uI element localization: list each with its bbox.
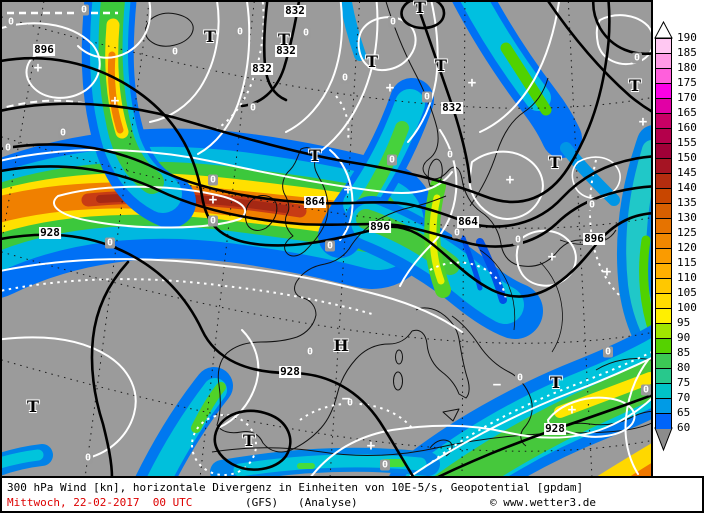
colorbar-tick-label: 90 — [677, 331, 691, 344]
colorbar-cell — [656, 324, 671, 339]
caption-datetime: Mittwoch, 22-02-2017 00 UTC — [7, 496, 193, 509]
colorbar-tick-label: 150 — [677, 151, 697, 164]
colorbar-tick-label: 65 — [677, 406, 691, 419]
colorbar-cell — [656, 384, 671, 399]
colorbar-cell — [656, 219, 671, 234]
colorbar-cell — [656, 39, 671, 54]
colorbar-cell — [656, 399, 671, 414]
colorbar-cell — [656, 354, 671, 369]
colorbar-tick-label: 140 — [677, 181, 697, 194]
colorbar-cell — [656, 234, 671, 249]
colorbar-tick-label: 145 — [677, 166, 697, 179]
colorbar-cell — [656, 99, 671, 114]
colorbar-tick-label: 120 — [677, 241, 697, 254]
colorbar-cell — [656, 294, 671, 309]
colorbar-cell — [656, 54, 671, 69]
colorbar-cell — [656, 159, 671, 174]
colorbar-arrow-bottom — [654, 427, 673, 452]
colorbar-tick-label: 190 — [677, 31, 697, 44]
colorbar-cell — [656, 144, 671, 159]
colorbar-cell — [656, 279, 671, 294]
colorbar-cell — [656, 114, 671, 129]
colorbar-cell — [656, 249, 671, 264]
graticule-layer — [0, 0, 653, 478]
colorbar-tick-label: 95 — [677, 316, 691, 329]
colorbar-tick-label: 70 — [677, 391, 691, 404]
colorbar-tick-label: 80 — [677, 361, 691, 374]
caption-line2: Mittwoch, 22-02-2017 00 UTC (GFS) (Analy… — [2, 496, 702, 510]
colorbar-tick-label: 165 — [677, 106, 697, 119]
weather-map: 0 0 0 0 0 0 0 0 0 0 0 0 0 0 0 0 0 0 0 0 0 0 0 0 0 0 0 0 + + + + + + + + + + + +… — [0, 0, 653, 478]
colorbar-tick-label: 85 — [677, 346, 691, 359]
caption-title: 300 hPa Wind [kn], horizontale Divergenz… — [7, 481, 584, 494]
colorbar-panel: 190 185 180 175 170 165 160 155 150 145 140 135 130 1… — [653, 0, 704, 478]
colorbar-tick-label: 75 — [677, 376, 691, 389]
colorbar-cell — [656, 339, 671, 354]
colorbar-cell — [656, 414, 671, 429]
colorbar-scale — [655, 38, 672, 429]
colorbar-tick-label: 115 — [677, 256, 697, 269]
colorbar-cell — [656, 174, 671, 189]
colorbar-cell — [656, 264, 671, 279]
colorbar-tick-label: 60 — [677, 421, 691, 434]
caption-bar: 300 hPa Wind [kn], horizontale Divergenz… — [0, 476, 704, 513]
colorbar-cell — [656, 204, 671, 219]
colorbar-tick-label: 170 — [677, 91, 697, 104]
colorbar-cell — [656, 189, 671, 204]
colorbar-cell — [656, 129, 671, 144]
colorbar-tick-label: 105 — [677, 286, 697, 299]
caption-model: (GFS) — [245, 496, 279, 509]
colorbar-tick-label: 125 — [677, 226, 697, 239]
colorbar-tick-label: 130 — [677, 211, 697, 224]
colorbar-cell — [656, 69, 671, 84]
colorbar-tick-label: 155 — [677, 136, 697, 149]
colorbar-arrow-top — [654, 20, 673, 39]
colorbar-tick-label: 185 — [677, 46, 697, 59]
caption-run: (Analyse) — [298, 496, 358, 509]
colorbar-tick-label: 100 — [677, 301, 697, 314]
caption-credit: © www.wetter3.de — [490, 496, 596, 509]
colorbar-tick-label: 135 — [677, 196, 697, 209]
colorbar-tick-label: 180 — [677, 61, 697, 74]
colorbar-cell — [656, 369, 671, 384]
colorbar-tick-label: 175 — [677, 76, 697, 89]
colorbar-tick-label: 110 — [677, 271, 697, 284]
colorbar-cell — [656, 309, 671, 324]
colorbar-cell — [656, 84, 671, 99]
colorbar-tick-label: 160 — [677, 121, 697, 134]
